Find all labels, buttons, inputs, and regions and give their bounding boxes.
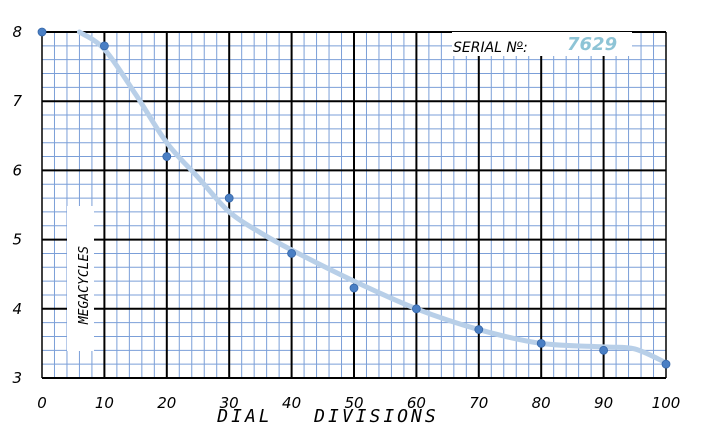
y-tick-label: 6 xyxy=(12,161,22,179)
x-axis-title: DIAL DIVISIONS xyxy=(216,406,438,427)
x-tick-labels: 0 10 20 30 40 50 60 70 80 90 100 xyxy=(37,394,680,412)
x-tick-label: 60 xyxy=(407,394,426,412)
x-tick-label: 0 xyxy=(37,394,47,412)
svg-text:SERIAL No:: SERIAL No: xyxy=(453,39,528,56)
x-tick-label: 70 xyxy=(469,394,488,412)
data-point xyxy=(100,41,109,51)
data-points-layer xyxy=(37,27,671,369)
serial-number: SERIAL No: 7629 xyxy=(453,34,617,56)
data-point xyxy=(411,304,421,314)
y-axis-title: MEGACYCLES xyxy=(77,246,92,325)
data-point xyxy=(474,325,484,334)
data-point xyxy=(37,27,47,37)
data-point xyxy=(287,249,297,258)
ylabel-backing xyxy=(67,206,94,351)
serial-superscript: o xyxy=(517,39,523,50)
x-tick-label: 90 xyxy=(594,394,613,412)
y-tick-label: 4 xyxy=(12,300,22,318)
data-point xyxy=(162,152,172,161)
y-tick-label: 8 xyxy=(12,23,22,41)
x-tick-label: 40 xyxy=(282,394,301,412)
y-tick-labels: 3 4 5 6 7 8 xyxy=(12,23,22,387)
trend-curve xyxy=(76,29,669,366)
data-point xyxy=(599,345,608,355)
x-tick-label: 80 xyxy=(532,394,551,412)
data-point xyxy=(224,193,234,203)
trend-curve-layer xyxy=(76,29,669,366)
serial-label: SERIAL N xyxy=(453,40,517,56)
x-tick-label: 20 xyxy=(157,394,176,412)
x-tick-label: 10 xyxy=(95,394,114,412)
data-point xyxy=(349,283,359,293)
serial-backing xyxy=(452,32,632,56)
x-tick-label: 30 xyxy=(220,394,239,412)
serial-colon: : xyxy=(523,40,528,56)
data-point xyxy=(661,359,671,369)
serial-value: 7629 xyxy=(567,34,617,55)
y-tick-label: 5 xyxy=(12,231,22,249)
x-tick-label: 50 xyxy=(344,394,363,412)
data-point xyxy=(536,338,546,348)
x-tick-label: 100 xyxy=(652,394,681,412)
y-tick-label: 3 xyxy=(12,369,22,387)
y-tick-label: 7 xyxy=(12,92,22,110)
